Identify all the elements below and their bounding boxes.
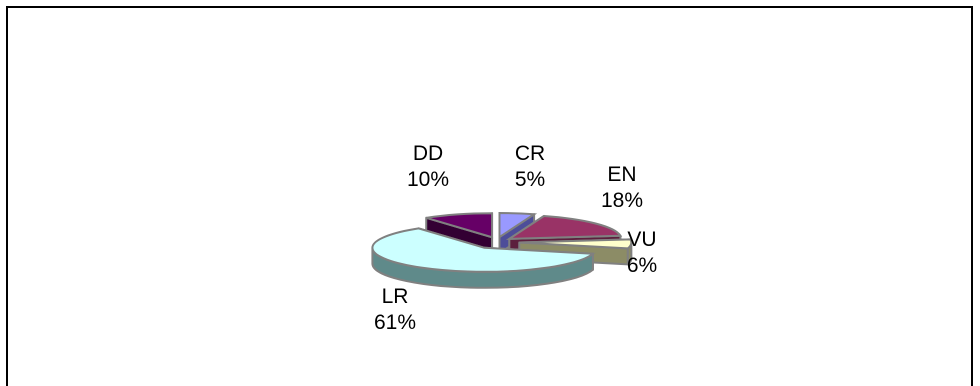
- data-label-name-dd: DD: [413, 142, 443, 165]
- pie-slice-top-vu: [519, 238, 633, 250]
- pie-slice-top-dd: [425, 212, 494, 239]
- pie-slice-lr: [371, 227, 596, 289]
- data-label-name-vu: VU: [627, 228, 656, 251]
- pie-slice-top-en: [505, 214, 623, 240]
- chart-frame: [6, 6, 973, 386]
- data-label-percent-lr: 61%: [374, 311, 416, 334]
- pie-slice-top-lr: [371, 227, 596, 273]
- pie-slices: [371, 212, 633, 289]
- data-label-name-cr: CR: [515, 142, 545, 165]
- data-label-percent-vu: 6%: [627, 254, 657, 277]
- data-label-percent-cr: 5%: [515, 168, 545, 191]
- data-label-name-lr: LR: [382, 285, 409, 308]
- pie-labels: CR 5% EN 18% VU 6% LR 61% DD 10%: [374, 142, 657, 334]
- pie-slice-top-cr: [498, 212, 538, 239]
- data-label-percent-en: 18%: [601, 189, 643, 212]
- data-label-name-en: EN: [607, 163, 636, 186]
- data-label-percent-dd: 10%: [407, 168, 449, 191]
